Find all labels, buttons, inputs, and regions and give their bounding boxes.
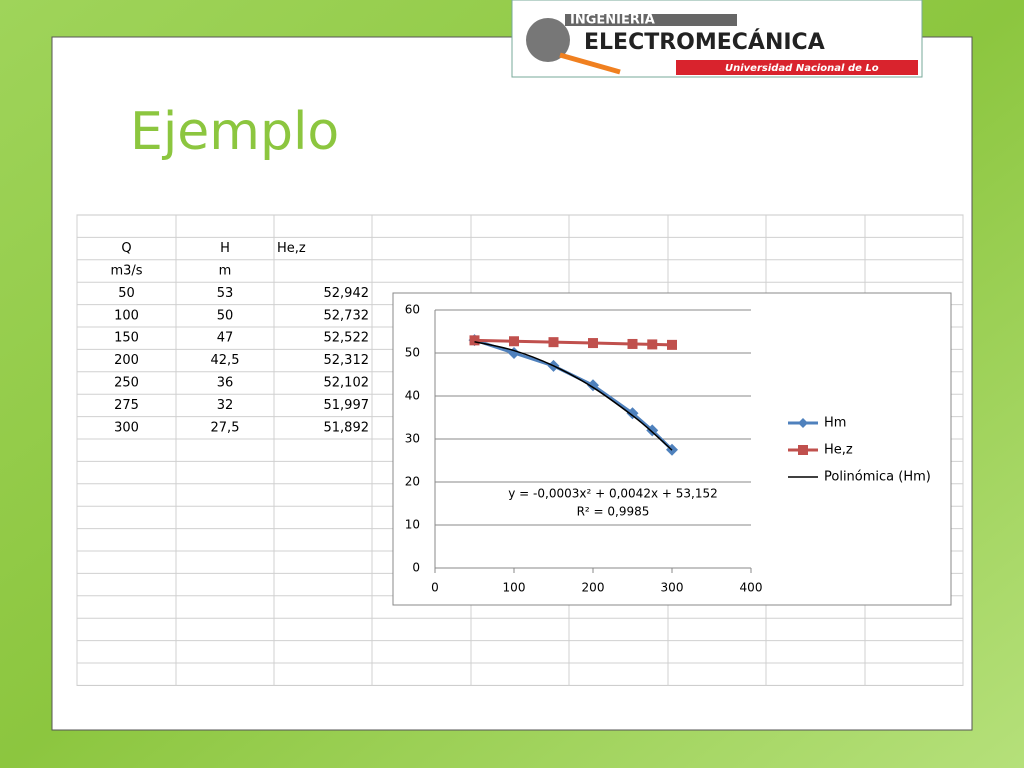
cell-text: 52,522	[324, 331, 370, 346]
legend-label: Hm	[824, 416, 846, 431]
cell-text: 52,312	[324, 353, 370, 368]
logo-swoosh	[559, 52, 621, 75]
cell-text: m3/s	[110, 264, 142, 279]
slide-title: Ejemplo	[130, 102, 339, 162]
marker	[667, 339, 677, 350]
cell-text: 100	[114, 308, 139, 323]
trend-equation: R² = 0,9985	[577, 505, 650, 519]
logo-gear	[526, 18, 570, 62]
logo-line3: Universidad Nacional de Lo	[725, 63, 879, 74]
cell-text: Q	[121, 241, 131, 256]
y-tick-label: 40	[405, 389, 420, 403]
cell-text: 300	[114, 420, 139, 435]
logo-line2: ELECTROMECÁNICA	[584, 29, 825, 55]
cell-text: 32	[217, 398, 234, 413]
logo-red-bar	[676, 60, 918, 75]
marker	[548, 337, 559, 348]
y-tick-label: 60	[405, 303, 420, 317]
marker	[469, 335, 480, 346]
legend-label: Polinómica (Hm)	[824, 470, 931, 485]
cell-text: 47	[217, 331, 234, 346]
cell-text: 150	[114, 331, 139, 346]
x-tick-label: 400	[740, 581, 763, 595]
marker	[509, 336, 519, 347]
cell-text: 275	[114, 398, 139, 413]
series-line	[474, 341, 673, 451]
trend-equation: y = -0,0003x² + 0,0042x + 53,152	[508, 487, 717, 501]
cell-text: m	[219, 264, 232, 279]
legend-label: He,z	[824, 443, 853, 458]
cell-text: 50	[118, 286, 135, 301]
cell-text: 53	[217, 286, 234, 301]
cell-text: 51,892	[324, 420, 370, 435]
y-tick-label: 30	[405, 432, 420, 446]
cell-text: 250	[114, 376, 139, 391]
x-tick-label: 300	[661, 581, 684, 595]
cell-text: He,z	[277, 241, 306, 256]
legend-marker	[798, 418, 808, 428]
marker	[627, 338, 638, 349]
cell-text: 51,997	[324, 398, 370, 413]
y-tick-label: 20	[405, 475, 420, 489]
cell-text: 42,5	[211, 353, 240, 368]
cell-text: 52,102	[324, 376, 370, 391]
cell-text: 36	[217, 376, 234, 391]
marker	[588, 338, 598, 349]
legend-marker	[798, 445, 808, 455]
logo: INGENIERIA ELECTROMECÁNICA Universidad N…	[511, 0, 923, 78]
x-tick-label: 0	[431, 581, 439, 595]
cell-text: H	[220, 241, 230, 256]
cell-text: 27,5	[211, 420, 240, 435]
marker	[626, 407, 639, 420]
cell-text: 52,732	[324, 308, 370, 323]
marker	[647, 339, 658, 350]
logo-bar	[565, 14, 737, 26]
x-tick-label: 200	[582, 581, 605, 595]
y-tick-label: 0	[412, 561, 420, 575]
marker	[587, 379, 599, 392]
marker	[646, 424, 659, 437]
x-tick-label: 100	[503, 581, 526, 595]
y-tick-label: 50	[405, 346, 420, 360]
cell-text: 52,942	[324, 286, 370, 301]
cell-text: 200	[114, 353, 139, 368]
y-tick-label: 10	[405, 518, 420, 532]
logo-line1: INGENIERIA	[570, 13, 655, 28]
chart: 0 10 20 30 40 50 60 0 100 200 300 400 y = -0,0003x² …	[392, 292, 952, 606]
cell-text: 50	[217, 308, 234, 323]
